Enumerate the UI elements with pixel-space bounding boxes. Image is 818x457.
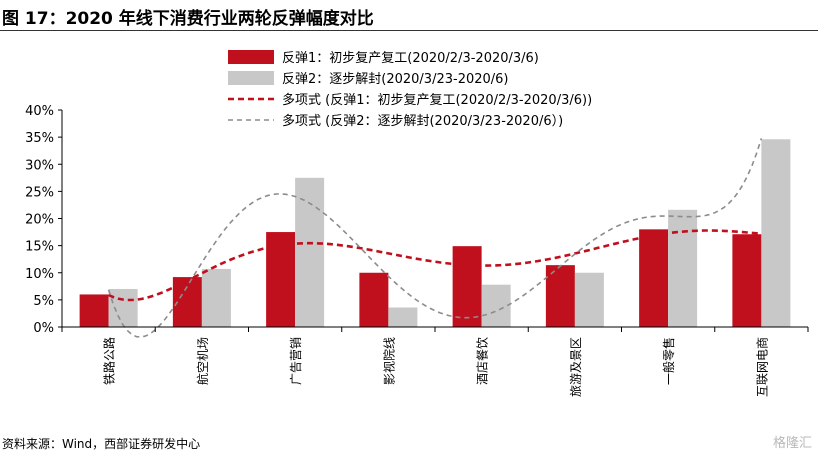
y-tick-label: 15%: [25, 240, 54, 255]
bar-rebound2: [668, 209, 698, 327]
x-tick-label: 一般零售: [661, 337, 676, 385]
bar-rebound2: [388, 307, 418, 327]
y-tick-label: 40%: [25, 104, 54, 119]
y-tick-label: 20%: [25, 213, 54, 228]
legend-label-rebound1: 反弹1：初步复产复工(2020/2/3-2020/3/6): [282, 51, 539, 66]
legend-swatch-rebound1: [228, 50, 274, 64]
trendline-rebound2: [107, 138, 763, 338]
bar-rebound2: [761, 139, 791, 327]
bar-rebound2: [108, 289, 138, 327]
trendlines: [107, 138, 763, 338]
watermark: 格隆汇: [772, 436, 812, 451]
x-tick-label: 铁路公路: [102, 337, 117, 385]
bar-rebound2: [201, 268, 231, 327]
bar-rebound1: [79, 294, 109, 327]
legend-label-rebound2: 反弹2：逐步解封(2020/3/23-2020/6): [282, 72, 509, 87]
y-tick-label: 0%: [33, 321, 54, 336]
y-axis: 0% 5% 10% 15% 20% 25% 30% 35% 40%: [25, 104, 63, 336]
chart-title: 图 17：2020 年线下消费行业两轮反弹幅度对比: [2, 9, 374, 29]
y-tick-label: 5%: [33, 294, 54, 309]
bars: [79, 139, 791, 327]
bar-rebound1: [452, 246, 482, 327]
bar-rebound1: [359, 272, 389, 327]
x-tick-label: 旅游及景区: [569, 337, 583, 397]
y-tick-label: 35%: [25, 131, 54, 146]
title-divider: [0, 30, 818, 31]
bar-rebound2: [295, 177, 325, 327]
legend-swatch-rebound2: [228, 71, 274, 85]
trendline-rebound1: [108, 229, 762, 302]
x-axis: 铁路公路 航空机场 广告营销 影视院线 酒店餐饮 旅游及景区 一般零售 互联网电商: [61, 326, 809, 397]
x-tick-label: 影视院线: [381, 337, 396, 385]
legend: 反弹1：初步复产复工(2020/2/3-2020/3/6) 反弹2：逐步解封(2…: [228, 50, 592, 129]
y-tick-label: 30%: [25, 158, 54, 173]
x-tick-label: 广告营销: [289, 337, 303, 385]
bar-rebound1: [732, 234, 762, 327]
legend-label-trend1: 多项式 (反弹1：初步复产复工(2020/2/3-2020/3/6)): [282, 92, 592, 108]
bar-rebound1: [639, 229, 669, 327]
x-tick-label: 互联网电商: [754, 337, 769, 397]
x-tick-label: 航空机场: [195, 337, 210, 385]
bar-rebound1: [545, 265, 575, 327]
bar-rebound2: [481, 284, 511, 327]
y-tick-label: 10%: [25, 267, 54, 282]
legend-label-trend2: 多项式 (反弹2：逐步解封(2020/3/23-2020/6）): [282, 113, 563, 129]
y-tick-label: 25%: [25, 185, 54, 200]
source-note: 资料来源：Wind，西部证券研发中心: [2, 437, 201, 451]
x-tick-label: 酒店餐饮: [475, 337, 490, 385]
bar-chart: 反弹1：初步复产复工(2020/2/3-2020/3/6) 反弹2：逐步解封(2…: [25, 50, 809, 397]
bar-rebound2: [574, 272, 604, 327]
